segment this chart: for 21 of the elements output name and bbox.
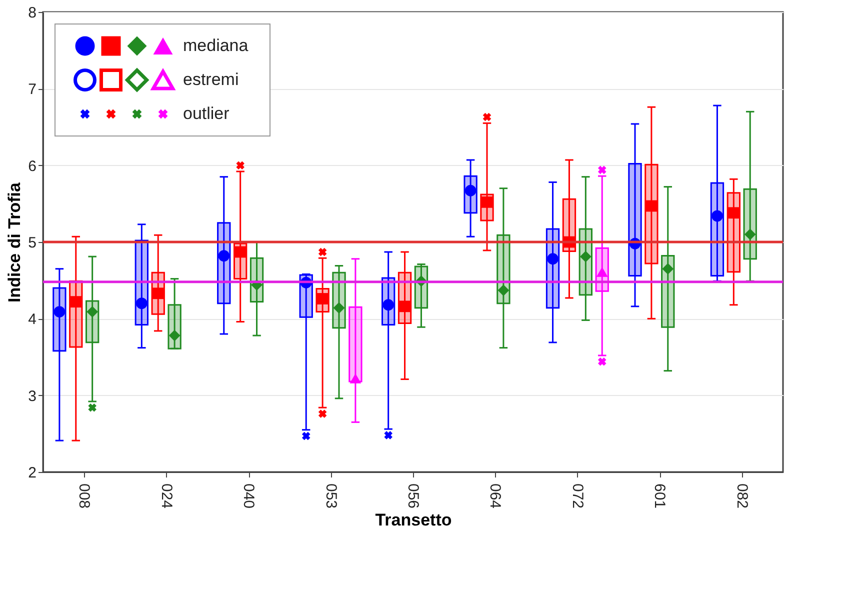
y-tick-label: 6 <box>28 158 36 175</box>
y-tick-label: 5 <box>28 234 36 252</box>
x-tick-label: 024 <box>158 484 175 509</box>
y-axis-title: Indice di Trofia <box>5 182 24 302</box>
y-tick-label: 8 <box>28 4 36 22</box>
x-tick-label: 601 <box>651 484 668 509</box>
y-tick-label: 3 <box>28 388 36 405</box>
annotation: outlier <box>183 104 230 123</box>
x-tick-label: 072 <box>568 484 586 509</box>
x-tick-label: 008 <box>76 484 93 509</box>
x-tick-label: 056 <box>404 484 422 509</box>
y-tick-label: 4 <box>28 311 36 328</box>
y-tick-label: 2 <box>28 464 36 482</box>
x-tick-label: 082 <box>733 484 750 509</box>
y-tick-label: 7 <box>28 81 36 98</box>
annotation: estremi <box>183 70 239 89</box>
annotation: mediana <box>183 36 249 55</box>
x-axis-title: Transetto <box>375 510 452 530</box>
x-tick-label: 064 <box>486 484 504 509</box>
x-tick-label: 040 <box>240 484 258 509</box>
x-tick-label: 053 <box>322 484 340 509</box>
